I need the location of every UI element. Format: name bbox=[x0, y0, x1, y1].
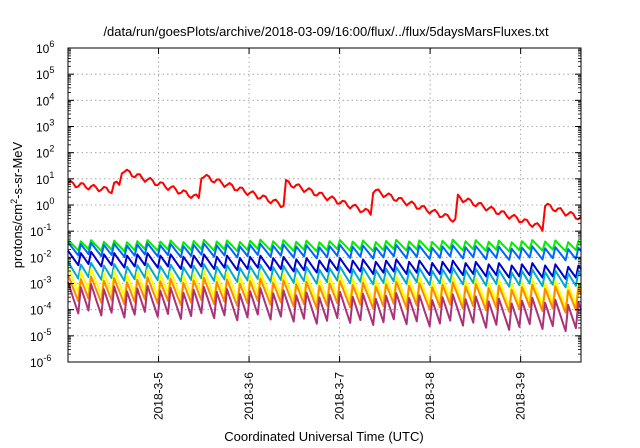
y-tick-base: 10 bbox=[36, 68, 50, 82]
y-tick-label: 10-4 bbox=[30, 301, 51, 318]
x-tick-label: 2018-3-5 bbox=[152, 372, 166, 420]
y-tick-exp: 0 bbox=[49, 196, 54, 206]
y-tick-exp: -4 bbox=[43, 301, 51, 311]
y-tick-exp: -5 bbox=[43, 327, 51, 337]
y-tick-label: 10-1 bbox=[30, 222, 51, 239]
y-tick-label: 106 bbox=[36, 39, 54, 56]
series-line bbox=[67, 266, 582, 309]
y-tick-exp: 2 bbox=[49, 144, 54, 154]
series-line bbox=[67, 250, 582, 280]
y-tick-exp: 6 bbox=[49, 39, 54, 49]
y-tick-label: 102 bbox=[36, 144, 54, 161]
y-tick-label: 105 bbox=[36, 65, 54, 82]
y-tick-base: 10 bbox=[30, 225, 44, 239]
y-tick-base: 10 bbox=[36, 147, 50, 161]
x-tick-label: 2018-3-8 bbox=[423, 372, 437, 420]
x-tick-label: 2018-3-9 bbox=[514, 372, 528, 420]
y-tick-exp: 1 bbox=[49, 170, 54, 180]
y-tick-base: 10 bbox=[30, 356, 44, 370]
y-tick-base: 10 bbox=[36, 199, 50, 213]
y-tick-label: 100 bbox=[36, 196, 54, 213]
series-line bbox=[67, 274, 582, 314]
y-tick-label: 104 bbox=[36, 91, 54, 108]
y-tick-exp: 4 bbox=[49, 91, 54, 101]
y-tick-label: 10-5 bbox=[30, 327, 51, 344]
series-line bbox=[67, 281, 582, 333]
x-axis-label: Coordinated Universal Time (UTC) bbox=[224, 429, 423, 444]
y-tick-base: 10 bbox=[36, 173, 50, 187]
y-axis-label: protons/cm2-s-sr-MeV bbox=[9, 141, 25, 268]
y-tick-label: 10-3 bbox=[30, 275, 51, 292]
y-tick-label: 10-2 bbox=[30, 248, 51, 265]
y-tick-base: 10 bbox=[30, 330, 44, 344]
x-axis: 2018-3-5 2018-3-6 2018-3-7 2018-3-8 2018-3-9 bbox=[152, 48, 528, 420]
series-line bbox=[67, 241, 582, 262]
y-axis: 10610510410310210110010-110-210-310-410-… bbox=[30, 39, 581, 370]
y-tick-exp: 5 bbox=[49, 65, 54, 75]
series-group bbox=[67, 168, 582, 333]
series-line bbox=[67, 238, 582, 253]
y-tick-exp: -6 bbox=[43, 353, 51, 363]
x-tick-label: 2018-3-7 bbox=[333, 372, 347, 420]
y-tick-label: 101 bbox=[36, 170, 54, 187]
series-line bbox=[67, 261, 582, 289]
y-tick-base: 10 bbox=[30, 278, 44, 292]
y-tick-label: 10-6 bbox=[30, 353, 51, 370]
y-tick-base: 10 bbox=[36, 94, 50, 108]
y-tick-base: 10 bbox=[30, 251, 44, 265]
y-tick-exp: -3 bbox=[43, 275, 51, 285]
y-tick-base: 10 bbox=[36, 121, 50, 135]
y-tick-exp: 3 bbox=[49, 118, 54, 128]
y-tick-exp: -2 bbox=[43, 248, 51, 258]
x-tick-label: 2018-3-6 bbox=[242, 372, 256, 420]
series-line bbox=[67, 168, 582, 232]
y-tick-label: 103 bbox=[36, 118, 54, 135]
y-tick-base: 10 bbox=[30, 304, 44, 318]
chart-title: /data/run/goesPlots/archive/2018-03-09/1… bbox=[103, 24, 549, 39]
y-tick-exp: -1 bbox=[43, 222, 51, 232]
y-tick-base: 10 bbox=[36, 42, 50, 56]
